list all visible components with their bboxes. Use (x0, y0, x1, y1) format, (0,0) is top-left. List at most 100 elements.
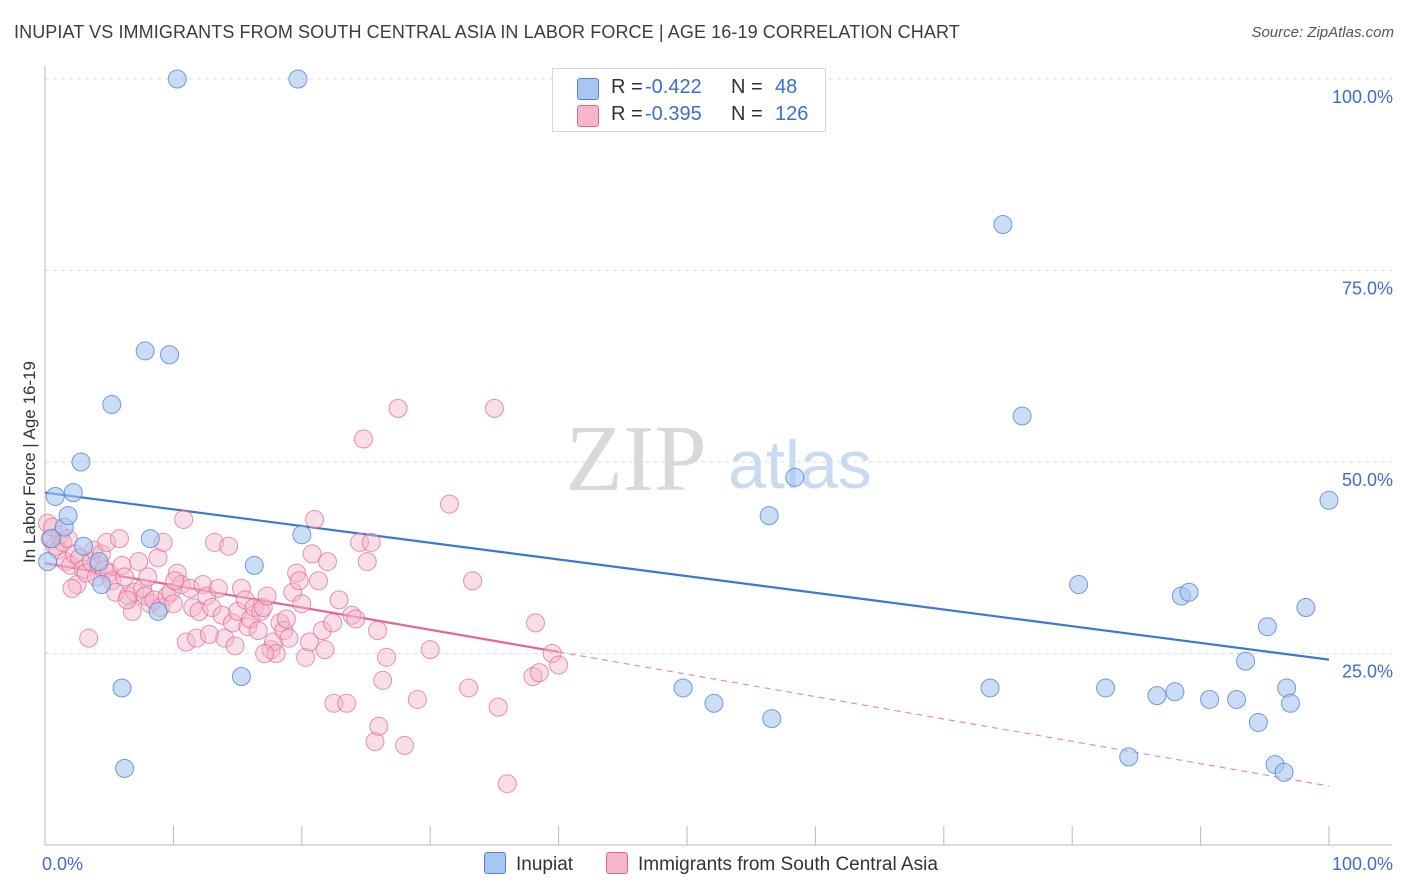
data-point-immigrants (238, 617, 258, 637)
data-point-inupiat (231, 666, 251, 686)
data-point-inupiat (63, 483, 83, 503)
series-inupiat-points (38, 69, 1339, 782)
data-point-inupiat (1069, 575, 1089, 595)
data-point-immigrants (549, 655, 569, 675)
data-point-immigrants (215, 628, 235, 648)
data-point-immigrants (357, 552, 377, 572)
data-point-immigrants (279, 628, 299, 648)
data-point-immigrants (202, 598, 222, 618)
watermark: ZIP atlas (566, 407, 872, 511)
data-point-immigrants (204, 532, 224, 552)
data-point-immigrants (407, 689, 427, 709)
data-point-immigrants (117, 590, 137, 610)
data-point-immigrants (219, 536, 239, 556)
trend-line-immigrants-extension (558, 651, 1330, 787)
data-point-immigrants (189, 601, 209, 621)
data-point-immigrants (208, 578, 228, 598)
data-point-inupiat (993, 215, 1013, 235)
source-label: Source: ZipAtlas.com (1251, 24, 1394, 41)
watermark-atlas: atlas (728, 427, 872, 503)
series-immigrants-points (38, 398, 569, 794)
inupiat-swatch (484, 852, 506, 874)
tick-label: 100.0% (1332, 87, 1393, 107)
data-point-immigrants (276, 609, 296, 629)
data-point-immigrants (79, 628, 99, 648)
data-point-immigrants (373, 670, 393, 690)
axes (44, 66, 1392, 846)
data-point-immigrants (337, 693, 357, 713)
data-point-immigrants (225, 636, 245, 656)
immigrants-swatch (577, 105, 599, 127)
data-point-immigrants (525, 613, 545, 633)
legend-r-value: -0.395 (645, 103, 702, 125)
data-point-inupiat (1119, 747, 1139, 767)
data-point-immigrants (248, 621, 268, 641)
data-point-immigrants (240, 609, 260, 629)
data-point-immigrants (187, 628, 207, 648)
data-point-inupiat (1280, 693, 1300, 713)
data-point-inupiat (160, 345, 180, 365)
data-point-immigrants (148, 548, 168, 568)
data-point-immigrants (253, 598, 273, 618)
data-point-inupiat (1147, 686, 1167, 706)
data-point-immigrants (193, 575, 213, 595)
data-point-inupiat (1274, 762, 1294, 782)
trend-line-immigrants (44, 562, 559, 654)
legend-n-value: 48 (775, 76, 798, 98)
data-point-immigrants (529, 663, 549, 683)
data-point-inupiat (115, 758, 135, 778)
data-point-inupiat (140, 529, 160, 549)
data-point-inupiat (288, 69, 308, 89)
data-point-inupiat (38, 552, 58, 572)
data-point-inupiat (762, 709, 782, 729)
data-point-inupiat (58, 506, 78, 526)
data-point-inupiat (759, 506, 779, 526)
data-point-inupiat (102, 395, 122, 415)
tick-label: 25.0% (1342, 662, 1393, 682)
tick-label: 50.0% (1342, 470, 1393, 490)
data-point-immigrants (138, 567, 158, 587)
data-point-immigrants (266, 644, 286, 663)
legend-r-label: R = (611, 103, 643, 125)
data-point-inupiat (1165, 682, 1185, 702)
data-point-immigrants (161, 582, 181, 602)
data-point-immigrants (365, 732, 385, 752)
data-point-immigrants (289, 571, 309, 591)
data-point-immigrants (353, 429, 373, 449)
data-point-inupiat (1319, 490, 1339, 510)
trend-line-inupiat (44, 491, 1330, 661)
bottom-legend-immigrants: Immigrants from South Central Asia (606, 852, 938, 876)
data-point-immigrants (439, 494, 459, 514)
data-point-inupiat (673, 678, 693, 698)
data-point-immigrants (255, 644, 275, 663)
data-point-inupiat (1236, 651, 1256, 671)
data-point-inupiat (785, 467, 805, 487)
bottom-legend-inupiat: Inupiat (484, 852, 573, 876)
immigrants-swatch (606, 852, 628, 874)
data-point-inupiat (1227, 689, 1247, 709)
data-point-immigrants (257, 586, 277, 606)
data-point-immigrants (388, 398, 408, 418)
data-point-immigrants (395, 735, 415, 755)
data-point-immigrants (176, 632, 196, 652)
data-point-immigrants (350, 532, 370, 552)
data-point-immigrants (212, 605, 232, 625)
legend-n-value: 126 (775, 103, 809, 125)
data-point-immigrants (163, 594, 183, 614)
data-point-inupiat (89, 552, 109, 572)
legend: R = -0.422 N = 48 R = -0.395 N = 126 (552, 68, 826, 132)
data-point-inupiat (41, 529, 61, 549)
data-point-immigrants (97, 532, 117, 552)
legend-row-inupiat: R = -0.422 N = 48 (553, 75, 825, 101)
legend-r-value: -0.422 (645, 76, 702, 98)
data-point-inupiat (45, 486, 65, 506)
data-point-immigrants (157, 586, 177, 606)
data-point-immigrants (296, 647, 316, 667)
data-point-immigrants (497, 774, 517, 794)
data-point-inupiat (1012, 406, 1032, 426)
data-point-immigrants (377, 647, 397, 667)
data-point-immigrants (368, 621, 388, 641)
data-point-immigrants (197, 586, 217, 606)
data-point-immigrants (287, 563, 307, 583)
